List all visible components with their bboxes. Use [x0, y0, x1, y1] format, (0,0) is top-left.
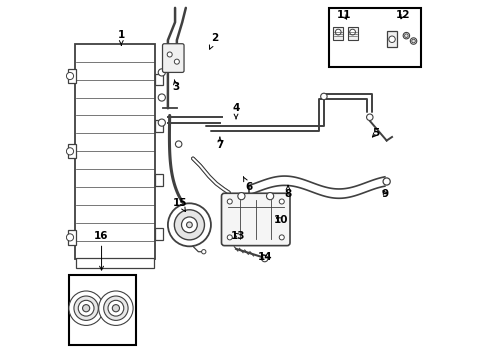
- Text: 11: 11: [336, 10, 351, 20]
- Text: 5: 5: [372, 129, 380, 138]
- Text: 7: 7: [216, 137, 223, 150]
- FancyBboxPatch shape: [163, 44, 184, 72]
- Bar: [155, 228, 163, 239]
- Bar: [76, 258, 153, 268]
- Circle shape: [167, 52, 172, 57]
- Circle shape: [383, 178, 390, 185]
- Bar: [347, 27, 358, 40]
- Circle shape: [335, 29, 341, 35]
- Circle shape: [112, 305, 120, 312]
- Circle shape: [74, 296, 98, 320]
- Bar: [68, 230, 76, 244]
- Circle shape: [227, 199, 232, 204]
- Bar: [74, 44, 155, 259]
- Text: 12: 12: [395, 10, 410, 20]
- Bar: [333, 27, 343, 40]
- Circle shape: [320, 93, 327, 100]
- Text: 6: 6: [244, 177, 252, 192]
- Circle shape: [389, 36, 395, 42]
- Circle shape: [264, 214, 270, 220]
- Circle shape: [238, 193, 245, 200]
- Circle shape: [67, 148, 74, 155]
- Circle shape: [279, 235, 284, 240]
- Circle shape: [82, 305, 90, 312]
- Bar: [155, 174, 163, 186]
- Circle shape: [158, 94, 166, 101]
- Bar: [155, 74, 163, 85]
- Bar: [155, 121, 163, 132]
- Bar: [68, 144, 76, 158]
- Text: 15: 15: [173, 198, 188, 211]
- Circle shape: [181, 217, 197, 233]
- Circle shape: [98, 291, 133, 325]
- Bar: [387, 31, 397, 47]
- Circle shape: [405, 34, 408, 37]
- Circle shape: [262, 255, 268, 262]
- Text: 8: 8: [284, 185, 292, 199]
- Text: 13: 13: [231, 231, 245, 240]
- Text: 4: 4: [232, 103, 240, 119]
- Bar: [69, 275, 136, 345]
- Circle shape: [279, 199, 284, 204]
- FancyBboxPatch shape: [221, 193, 290, 246]
- Text: 9: 9: [381, 189, 389, 199]
- Circle shape: [67, 72, 74, 80]
- Circle shape: [227, 235, 232, 240]
- Text: 3: 3: [172, 80, 180, 93]
- Circle shape: [158, 69, 166, 76]
- Circle shape: [158, 119, 166, 126]
- Circle shape: [267, 193, 274, 200]
- Circle shape: [410, 38, 417, 44]
- Text: 2: 2: [209, 33, 218, 49]
- Text: 14: 14: [257, 252, 272, 262]
- Circle shape: [67, 234, 74, 241]
- Circle shape: [412, 39, 416, 43]
- Circle shape: [108, 300, 124, 316]
- Text: 1: 1: [118, 30, 125, 45]
- Circle shape: [367, 114, 373, 121]
- Circle shape: [174, 210, 204, 240]
- Circle shape: [350, 29, 355, 35]
- Circle shape: [187, 222, 192, 228]
- Bar: [68, 69, 76, 83]
- Bar: [329, 8, 421, 67]
- Circle shape: [168, 203, 211, 246]
- Circle shape: [104, 296, 128, 320]
- Circle shape: [174, 59, 179, 64]
- Text: 16: 16: [94, 231, 109, 270]
- Circle shape: [403, 32, 410, 39]
- Text: 10: 10: [273, 215, 288, 225]
- Circle shape: [175, 141, 182, 147]
- Circle shape: [69, 291, 103, 325]
- Circle shape: [78, 300, 94, 316]
- Circle shape: [201, 249, 206, 254]
